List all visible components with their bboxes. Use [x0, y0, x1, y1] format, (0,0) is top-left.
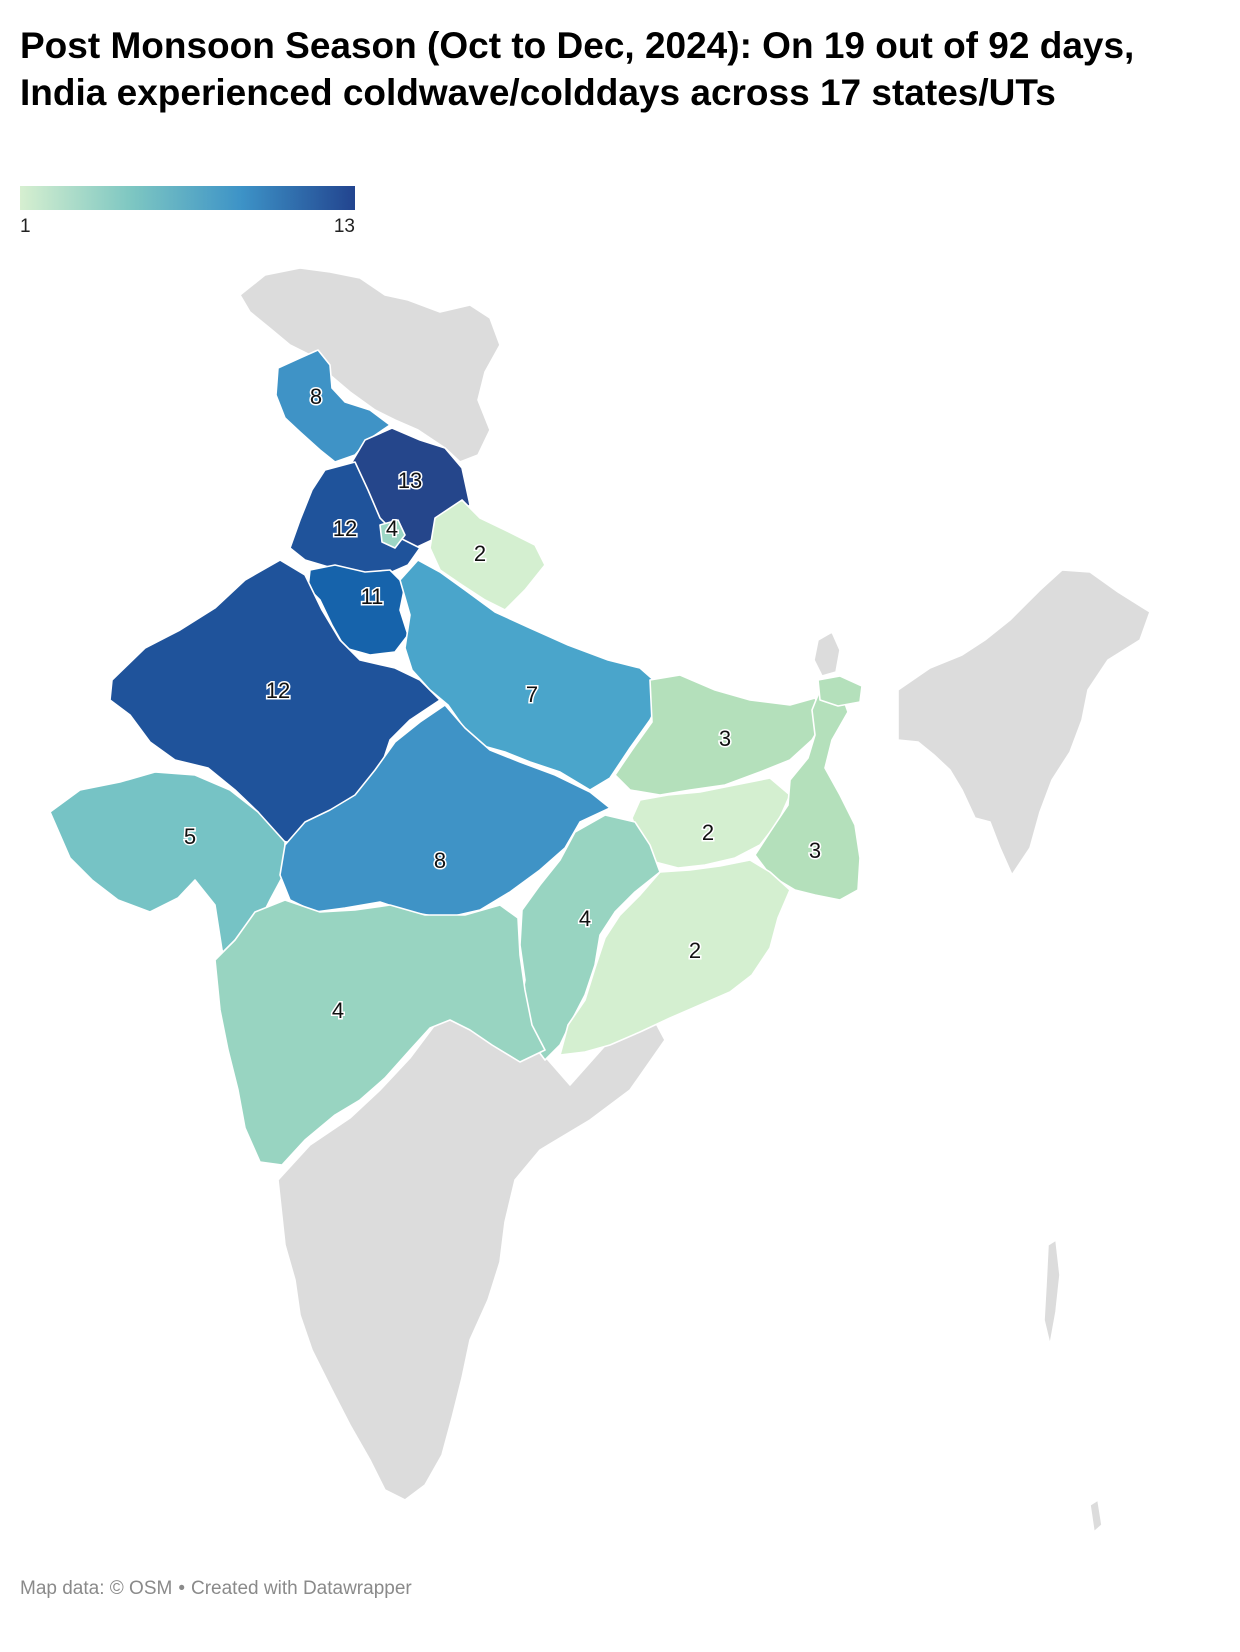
legend-min-label: 1	[20, 216, 31, 237]
region-northeast	[897, 569, 1151, 876]
india-choropleth-map: 8 13 12 4 2 11 12 7 3 5 8 2 3 4 2 4	[49, 267, 1151, 1533]
region-sikkim	[817, 675, 863, 707]
region-chandigarh	[379, 519, 406, 549]
label-punjab: 13	[398, 468, 422, 493]
region-delhi-ncr	[307, 564, 409, 656]
label-delhi: 11	[361, 584, 384, 609]
nodata-regions	[239, 267, 1151, 1533]
made-with-credit: Created with Datawrapper	[191, 1578, 412, 1599]
label-chhattisgarh: 4	[579, 906, 591, 931]
region-himachal-pradesh	[275, 349, 391, 463]
label-jharkhand: 2	[702, 820, 714, 845]
region-bihar	[614, 674, 826, 796]
region-madhya-pradesh	[279, 704, 611, 919]
label-gujarat: 5	[184, 824, 196, 849]
label-madhya-pradesh: 8	[434, 848, 446, 873]
label-west-bengal: 3	[809, 838, 821, 863]
map-value-labels: 8 13 12 4 2 11 12 7 3 5 8 2 3 4 2 4	[182, 382, 822, 1024]
label-uttar-pradesh: 7	[526, 682, 538, 707]
label-haryana: 12	[333, 516, 357, 541]
region-odisha	[559, 859, 791, 1056]
data-regions	[49, 349, 863, 1166]
region-uttarakhand	[429, 499, 546, 611]
region-west-bengal	[754, 689, 861, 901]
label-chandigarh: 4	[386, 516, 398, 541]
map-title: Post Monsoon Season (Oct to Dec, 2024): …	[20, 25, 1135, 113]
label-rajasthan: 12	[266, 678, 290, 703]
region-andaman-islands	[1043, 1239, 1061, 1346]
color-legend: 1 13	[20, 186, 355, 238]
legend-gradient-bar	[20, 186, 355, 210]
region-uttar-pradesh	[399, 559, 666, 791]
label-bihar: 3	[719, 726, 731, 751]
map-footer: Map data: © OSM • Created with Datawrapper	[20, 1578, 412, 1600]
region-nicobar-islands	[1089, 1499, 1103, 1533]
footer-separator: •	[178, 1578, 185, 1599]
region-maharashtra	[214, 899, 546, 1166]
region-jammu-kashmir-ladakh	[239, 267, 501, 463]
label-maharashtra: 4	[332, 998, 344, 1023]
region-sikkim-north	[813, 631, 841, 677]
label-himachal-pradesh: 8	[310, 384, 322, 409]
legend-max-label: 13	[333, 216, 355, 237]
map-credit: Map data: © OSM	[20, 1578, 173, 1599]
label-uttarakhand: 2	[474, 541, 486, 566]
label-odisha: 2	[689, 938, 701, 963]
region-rajasthan	[109, 559, 441, 846]
